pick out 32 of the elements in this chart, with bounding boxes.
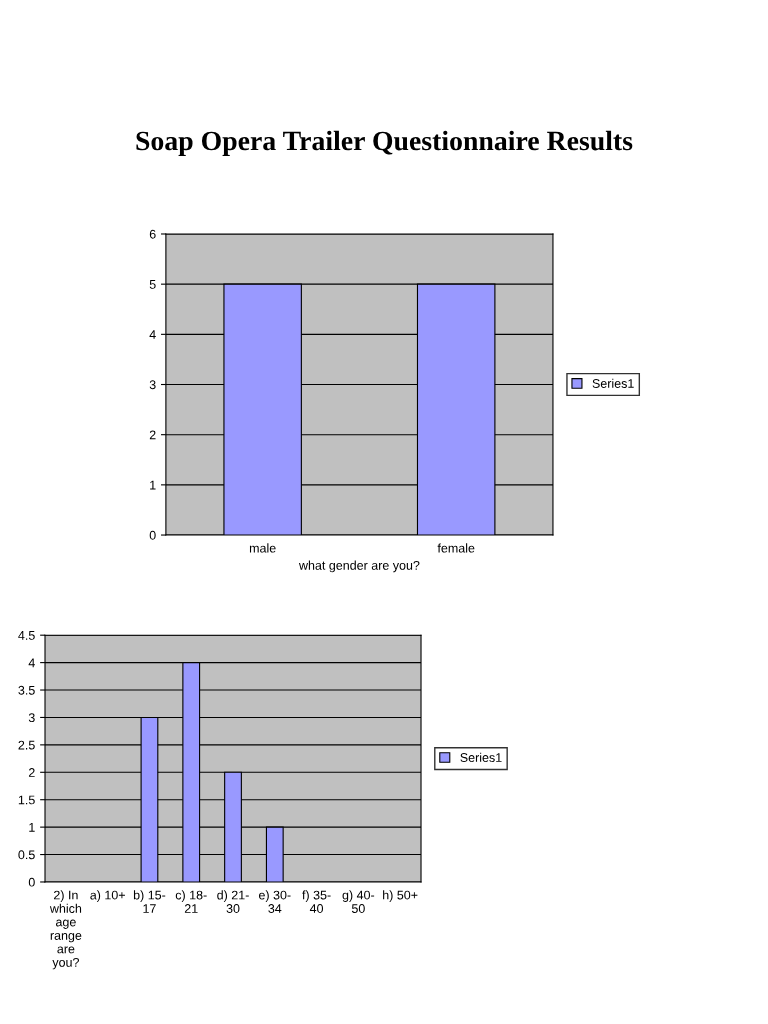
y-tick-label: 1.5 — [18, 795, 35, 805]
y-tick-label: 6 — [149, 229, 156, 239]
y-tick-label: 4 — [28, 658, 35, 668]
x-tick-label: g) 40-50 — [342, 890, 375, 913]
x-tick-label: male — [249, 543, 276, 553]
y-tick-label: 3 — [28, 713, 35, 723]
legend-label: Series1 — [460, 752, 502, 762]
y-tick-label: 2.5 — [18, 740, 35, 750]
y-tick-label: 3 — [149, 380, 156, 390]
y-tick-label: 0.5 — [18, 850, 35, 860]
y-tick-label: 1 — [29, 823, 35, 832]
y-tick-label: 4 — [149, 330, 156, 339]
y-tick-label: 2 — [28, 768, 35, 777]
x-tick-label: 2) In which age range are you? — [49, 890, 82, 970]
x-tick-label: e) 30-34 — [259, 890, 291, 913]
x-tick-label: b) 15-17 — [133, 890, 166, 913]
y-tick-label: 3.5 — [18, 685, 35, 695]
chart-title: Soap Opera Trailer Questionnaire Results — [136, 130, 633, 156]
x-tick-label: d) 21-30 — [217, 890, 249, 913]
x-tick-label: f) 35-40 — [302, 890, 331, 913]
legend-label: Series1 — [592, 378, 634, 388]
x-tick-label: h) 50+ — [383, 890, 418, 902]
y-tick-label: 5 — [149, 280, 156, 289]
x-tick-label: female — [437, 543, 475, 553]
y-tick-label: 4.5 — [18, 631, 35, 640]
x-tick-label: a) 10+ — [90, 890, 125, 902]
x-tick-label: c) 18-21 — [175, 890, 207, 913]
y-tick-label: 1 — [150, 480, 156, 490]
x-axis-title: what gender are you? — [298, 560, 420, 573]
y-tick-label: 0 — [149, 530, 156, 540]
y-tick-label: 0 — [28, 877, 35, 887]
y-tick-label: 2 — [149, 430, 156, 440]
